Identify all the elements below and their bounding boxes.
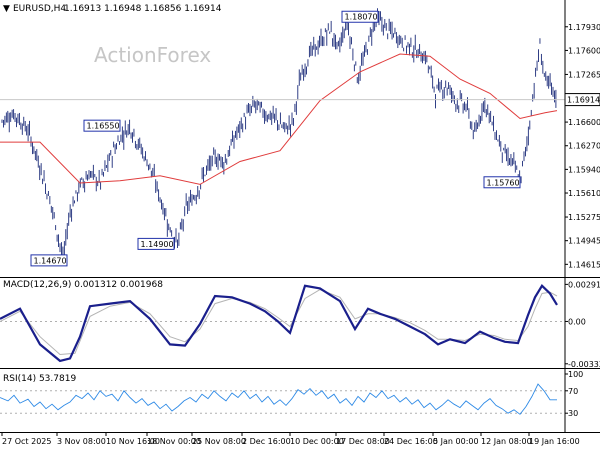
macd-axis-ticks: 0.002913 0.00 -0.003327	[565, 280, 600, 369]
price-tick-label: 1.15610	[568, 189, 600, 198]
price-annotation: 1.14670	[30, 254, 68, 267]
time-tick-label: 12 Jan 08:00	[481, 437, 532, 446]
annotation-label: 1.14900	[141, 240, 174, 249]
price-annotation: 1.15760	[483, 176, 521, 189]
rsi-title: RSI(14) 53.7819	[3, 374, 76, 384]
price-tick-label: 1.17930	[568, 23, 600, 32]
macd-tick-label: 0.002913	[568, 280, 600, 289]
time-tick-label: 5 Jan 00:00	[433, 437, 479, 446]
rsi-line-path	[0, 383, 557, 415]
watermark: ActionForex	[94, 43, 211, 67]
price-tick-label: 1.14945	[568, 237, 600, 246]
price-tick-label: 1.16600	[568, 118, 600, 127]
macd-lines	[0, 284, 565, 363]
rsi-tick-label: 70	[568, 387, 578, 396]
symbol-label: EURUSD,H4	[13, 4, 66, 14]
moving-average	[0, 53, 558, 185]
price-panel: ActionForex ▼ EURUSD,H4 1.16913 1.16948 …	[0, 0, 600, 278]
macd-panel: MACD(12,26,9) 0.001312 0.001968 0.002913…	[0, 277, 600, 369]
price-annotation: 1.14900	[137, 237, 175, 250]
macd-tick-label: 0.00	[568, 317, 586, 326]
annotation-label: 1.16550	[87, 122, 120, 131]
time-tick-label: 17 Dec 08:00	[336, 437, 390, 446]
time-tick-label: 10 Nov 16:00	[106, 437, 160, 446]
price-tick-label: 1.17600	[568, 46, 600, 55]
rsi-tick-label: 30	[568, 409, 578, 418]
current-price-box	[564, 93, 600, 107]
current-price-label: 1.16914	[567, 96, 600, 105]
time-tick-label: 19 Jan 16:00	[529, 437, 580, 446]
time-tick-label: 27 Oct 2025	[2, 437, 51, 446]
rsi-panel: RSI(14) 53.7819 100 70 30	[0, 368, 600, 433]
time-tick-label: 18 Nov 00:00	[147, 437, 201, 446]
price-tick-label: 1.15940	[568, 165, 600, 174]
rsi-axis-ticks: 100 70 30	[565, 370, 583, 418]
rsi-tick-label: 100	[568, 370, 583, 379]
time-tick-label: 3 Nov 08:00	[57, 437, 106, 446]
macd-main-line	[0, 284, 558, 363]
moving-average-line	[0, 53, 558, 185]
price-tick-label: 1.14615	[568, 260, 600, 269]
rsi-line	[0, 383, 565, 415]
price-tick-label: 1.16270	[568, 142, 600, 151]
macd-tick-label: -0.003327	[568, 360, 600, 369]
ohlc-readout: 1.16913 1.16948 1.16856 1.16914	[64, 4, 222, 14]
time-tick-label: 2 Dec 16:00	[242, 437, 291, 446]
price-tick-label: 1.17265	[568, 70, 600, 79]
time-tick-label: 25 Nov 08:00	[192, 437, 246, 446]
price-tick-label: 1.15275	[568, 213, 600, 222]
time-tick-label: 10 Dec 00:00	[290, 437, 344, 446]
price-annotation: 1.16550	[83, 119, 121, 132]
price-annotations: 1.16550 1.14670 1.14900 1.18070 1.15760	[30, 10, 521, 267]
price-bars	[1, 8, 557, 262]
annotation-label: 1.15760	[487, 178, 520, 187]
annotation-label: 1.18070	[345, 13, 378, 22]
price-annotation: 1.18070	[341, 10, 379, 23]
current-price-tag: 1.16914	[0, 93, 600, 107]
annotation-label: 1.14670	[34, 256, 67, 265]
time-tick-label: 24 Dec 16:00	[384, 437, 438, 446]
price-axis-ticks: 1.179301.176001.172651.169351.166001.162…	[565, 23, 600, 269]
macd-title: MACD(12,26,9) 0.001312 0.001968	[3, 280, 163, 290]
header-icon: ▼	[3, 4, 10, 14]
